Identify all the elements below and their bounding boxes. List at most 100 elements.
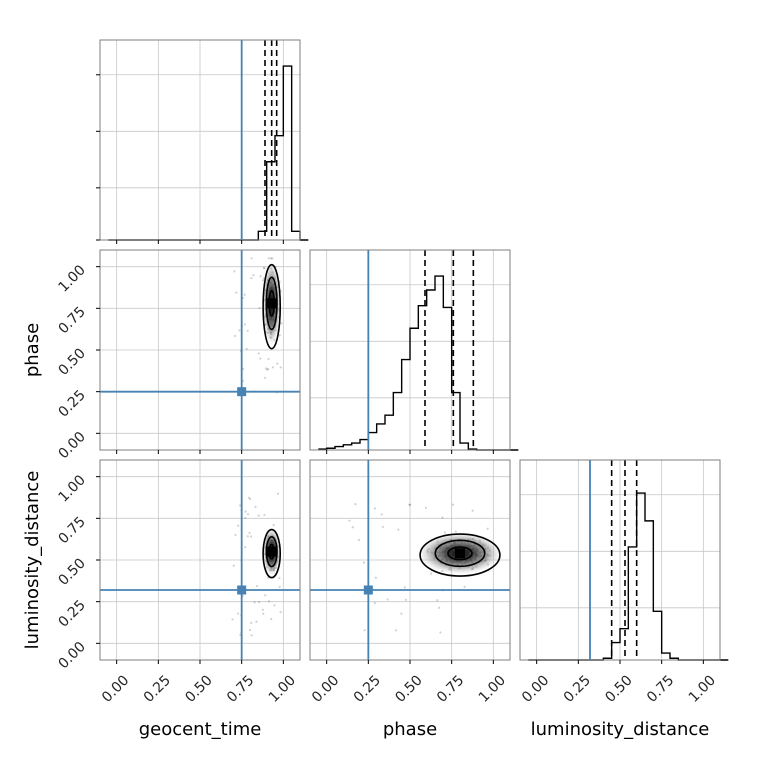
- sample-point: [231, 618, 234, 621]
- sample-point: [400, 612, 403, 615]
- sample-point: [243, 293, 246, 296]
- sample-point: [272, 523, 275, 527]
- sample-point: [259, 275, 262, 278]
- sample-point: [273, 604, 276, 607]
- sample-point: [245, 347, 248, 350]
- truth-marker: [237, 387, 247, 397]
- sample-point: [409, 503, 412, 507]
- xtick-label-phase-1: 0.25: [351, 672, 384, 705]
- panel-geocent-time-luminosity-distance: [96, 459, 301, 664]
- histogram-phase: [318, 250, 519, 451]
- scatter-phase-luminosity-distance: [310, 460, 510, 660]
- sample-point: [234, 533, 237, 536]
- sample-point: [248, 531, 251, 535]
- sample-point: [363, 629, 366, 632]
- sample-point: [439, 631, 442, 634]
- sample-point: [263, 267, 266, 270]
- sample-point: [267, 357, 270, 361]
- sample-point: [362, 561, 366, 564]
- sample-point: [278, 576, 281, 580]
- contour-level-0: [262, 528, 282, 579]
- sample-point: [408, 503, 411, 506]
- sample-point: [357, 538, 361, 542]
- ytick-label-luminosity-distance-4: 1.00: [55, 472, 88, 505]
- ytick-label-luminosity-distance-1: 0.25: [55, 597, 88, 630]
- contour-level-0: [262, 263, 282, 350]
- sample-point: [244, 546, 247, 549]
- sample-point: [267, 257, 270, 260]
- histogram-steps-phase: [318, 275, 519, 451]
- sample-point: [373, 507, 376, 510]
- sample-point: [250, 277, 253, 280]
- xtick-label-phase-0: 0.00: [309, 672, 342, 705]
- xtick-label-luminosity-distance-3: 0.75: [644, 672, 677, 705]
- sample-point: [262, 612, 265, 615]
- ytick-label-luminosity-distance-3: 0.75: [55, 514, 88, 547]
- panel-hist-geocent-time: [96, 39, 309, 244]
- sample-point: [233, 334, 237, 338]
- sample-point: [236, 612, 240, 615]
- sample-point: [486, 527, 489, 530]
- sample-point: [253, 601, 256, 604]
- sample-point: [238, 329, 241, 332]
- sample-point: [451, 503, 455, 506]
- sample-point: [242, 367, 245, 371]
- xtick-label-geocent-time-0: 0.00: [99, 672, 132, 705]
- sample-point: [354, 502, 357, 506]
- sample-point: [348, 519, 351, 522]
- sample-point: [374, 576, 377, 579]
- grid-geocent-time-luminosity-distance: [100, 460, 300, 660]
- contour-level-0: [419, 533, 501, 577]
- xlabel-geocent-time: geocent_time: [139, 719, 262, 740]
- ytick-label-phase-1: 0.25: [55, 387, 88, 420]
- ytick-label-luminosity-distance-2: 0.50: [55, 556, 88, 589]
- sample-point: [248, 497, 252, 501]
- sample-point: [264, 367, 268, 370]
- ytick-label-phase-3: 0.75: [55, 304, 88, 337]
- sample-point: [270, 257, 273, 260]
- xtick-label-geocent-time-1: 0.25: [141, 672, 174, 705]
- xtick-label-geocent-time-2: 0.50: [182, 672, 215, 705]
- xtick-label-geocent-time-4: 1.00: [266, 672, 299, 705]
- sample-point: [235, 291, 238, 294]
- sample-point: [351, 526, 354, 529]
- sample-point: [381, 525, 384, 529]
- sample-point: [278, 334, 281, 337]
- truth-marker: [237, 585, 247, 595]
- sample-point: [279, 366, 282, 369]
- sample-point: [254, 505, 257, 508]
- ytick-label-luminosity-distance-0: 0.00: [55, 639, 88, 672]
- sample-point: [403, 586, 406, 589]
- sample-point: [259, 357, 262, 360]
- sample-point: [438, 606, 441, 609]
- xlabel-phase: phase: [383, 719, 437, 740]
- xtick-label-luminosity-distance-2: 0.50: [602, 672, 635, 705]
- contour-level-2: [447, 546, 473, 561]
- sample-point: [424, 506, 428, 509]
- sample-point: [430, 572, 433, 575]
- ytick-label-phase-0: 0.00: [55, 429, 88, 462]
- sample-point: [380, 513, 383, 516]
- sample-point: [268, 600, 271, 603]
- sample-point: [246, 513, 250, 516]
- ytick-label-phase-4: 1.00: [55, 262, 88, 295]
- sample-point: [237, 524, 240, 527]
- sample-point: [373, 601, 376, 605]
- xtick-label-luminosity-distance-1: 0.25: [561, 672, 594, 705]
- sample-point: [386, 598, 389, 601]
- sample-point: [250, 621, 253, 624]
- xtick-label-phase-2: 0.50: [392, 672, 425, 705]
- sample-point: [276, 492, 280, 495]
- density-peak: [266, 298, 277, 309]
- sample-point: [271, 366, 274, 369]
- xtick-label-phase-3: 0.75: [434, 672, 467, 705]
- sample-point: [404, 598, 407, 601]
- sample-point: [443, 531, 447, 534]
- scatter-geocent-time-phase: [100, 250, 300, 450]
- sample-point: [264, 376, 267, 379]
- sample-point: [255, 584, 259, 588]
- sample-point: [463, 585, 466, 588]
- sample-point: [267, 368, 270, 371]
- sample-point: [233, 270, 236, 273]
- sample-point: [257, 352, 260, 355]
